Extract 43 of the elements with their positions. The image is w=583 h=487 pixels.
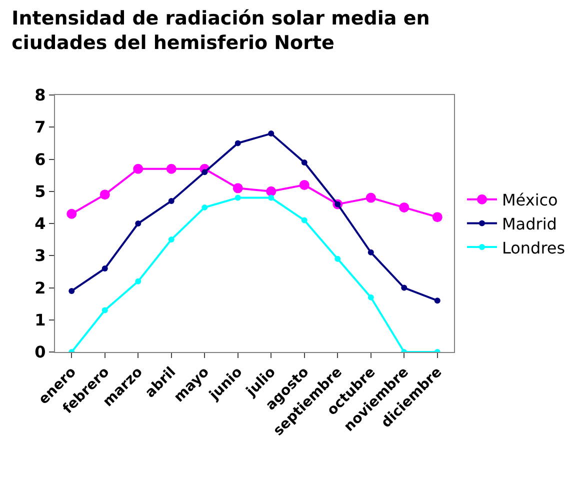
point (102, 265, 108, 272)
y-tick-label: 7 (34, 118, 46, 137)
point (268, 130, 274, 137)
point (100, 190, 110, 200)
point (301, 217, 308, 224)
point (399, 202, 410, 212)
legend-label: México (502, 190, 558, 210)
point (202, 204, 208, 210)
point (232, 183, 243, 194)
y-tick-label: 8 (34, 86, 46, 105)
point (66, 208, 77, 219)
point (401, 284, 408, 291)
point (434, 298, 440, 304)
legend-label: Londres (502, 238, 566, 258)
point (334, 256, 341, 262)
point (366, 192, 376, 203)
point (202, 169, 208, 176)
point (68, 288, 75, 294)
point (299, 180, 310, 190)
point (266, 186, 276, 196)
point (133, 164, 144, 174)
y-tick-label: 1 (34, 310, 46, 330)
point (135, 220, 142, 226)
y-tick-label: 4 (34, 214, 46, 234)
point (102, 307, 108, 314)
point (432, 212, 442, 222)
point (301, 159, 308, 166)
point (168, 198, 174, 204)
y-tick-label: 6 (34, 150, 46, 169)
chart-title: Intensidad de radiación solar media en ciudades del hemisferio Norte (12, 7, 430, 54)
point (368, 294, 374, 300)
y-tick-label: 3 (34, 246, 46, 266)
y-tick-label: 2 (34, 278, 46, 298)
point (135, 278, 142, 284)
y-tick-label: 0 (34, 342, 46, 362)
y-tick-label: 5 (34, 182, 46, 201)
point (368, 249, 374, 256)
point (234, 140, 241, 146)
legend-label: Madrid (502, 214, 557, 234)
point (268, 194, 274, 201)
point (168, 236, 174, 243)
point (166, 164, 176, 174)
point (234, 194, 241, 201)
